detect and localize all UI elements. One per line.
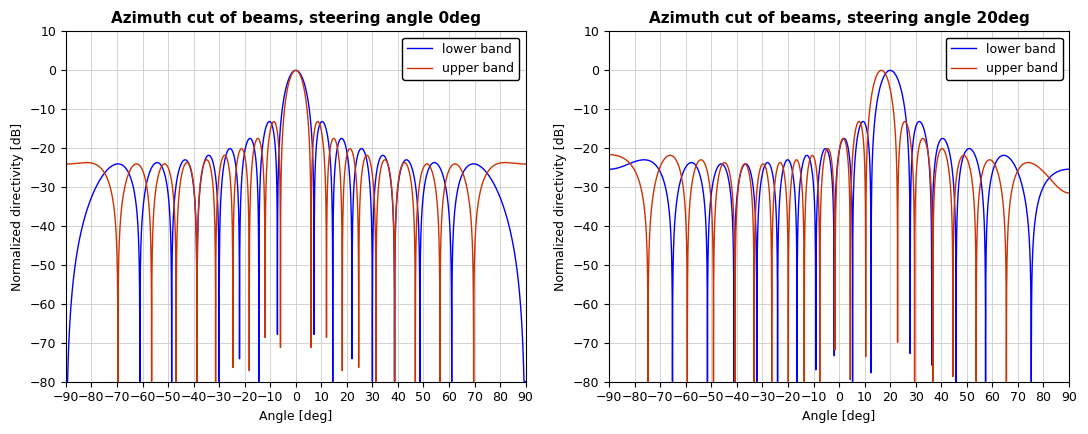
upper band: [355, 179, 368, 184]
upper band: [603, 152, 616, 157]
Line: lower band: lower band: [66, 70, 526, 381]
lower band: [174, 163, 187, 168]
lower band: [388, 244, 401, 249]
lower band: [881, 69, 894, 74]
upper band: [881, 76, 894, 81]
Line: upper band: upper band: [66, 70, 526, 381]
lower band: [337, 138, 350, 144]
X-axis label: Angle [deg]: Angle [deg]: [259, 410, 333, 423]
X-axis label: Angle [deg]: Angle [deg]: [803, 410, 876, 423]
upper band: [642, 379, 655, 384]
lower band: [820, 147, 833, 152]
Legend: lower band, upper band: lower band, upper band: [403, 38, 519, 80]
upper band: [174, 179, 187, 184]
lower band: [276, 99, 289, 104]
lower band: [898, 104, 911, 109]
upper band: [519, 161, 532, 167]
lower band: [355, 146, 368, 151]
upper band: [111, 379, 124, 384]
lower band: [883, 68, 897, 73]
upper band: [875, 68, 888, 73]
Y-axis label: Normalized directivity [dB]: Normalized directivity [dB]: [11, 122, 24, 291]
Line: upper band: upper band: [609, 70, 1068, 381]
Y-axis label: Normalized directivity [dB]: Normalized directivity [dB]: [555, 122, 568, 291]
upper band: [820, 147, 833, 152]
lower band: [490, 185, 503, 191]
upper band: [60, 161, 73, 167]
upper band: [1033, 165, 1046, 170]
lower band: [932, 141, 945, 147]
upper band: [1062, 191, 1075, 196]
lower band: [60, 379, 73, 384]
lower band: [603, 167, 616, 172]
Title: Azimuth cut of beams, steering angle 0deg: Azimuth cut of beams, steering angle 0de…: [111, 11, 481, 26]
upper band: [932, 152, 945, 157]
lower band: [1033, 196, 1046, 201]
Line: lower band: lower band: [609, 70, 1068, 381]
upper band: [898, 119, 911, 124]
upper band: [717, 160, 730, 165]
upper band: [388, 240, 401, 245]
upper band: [337, 181, 350, 186]
upper band: [276, 119, 289, 125]
lower band: [289, 68, 302, 73]
upper band: [490, 162, 503, 167]
lower band: [1062, 167, 1075, 172]
lower band: [519, 379, 532, 384]
Title: Azimuth cut of beams, steering angle 20deg: Azimuth cut of beams, steering angle 20d…: [648, 11, 1029, 26]
upper band: [289, 68, 302, 73]
lower band: [666, 379, 679, 384]
lower band: [717, 163, 730, 168]
Legend: lower band, upper band: lower band, upper band: [945, 38, 1063, 80]
